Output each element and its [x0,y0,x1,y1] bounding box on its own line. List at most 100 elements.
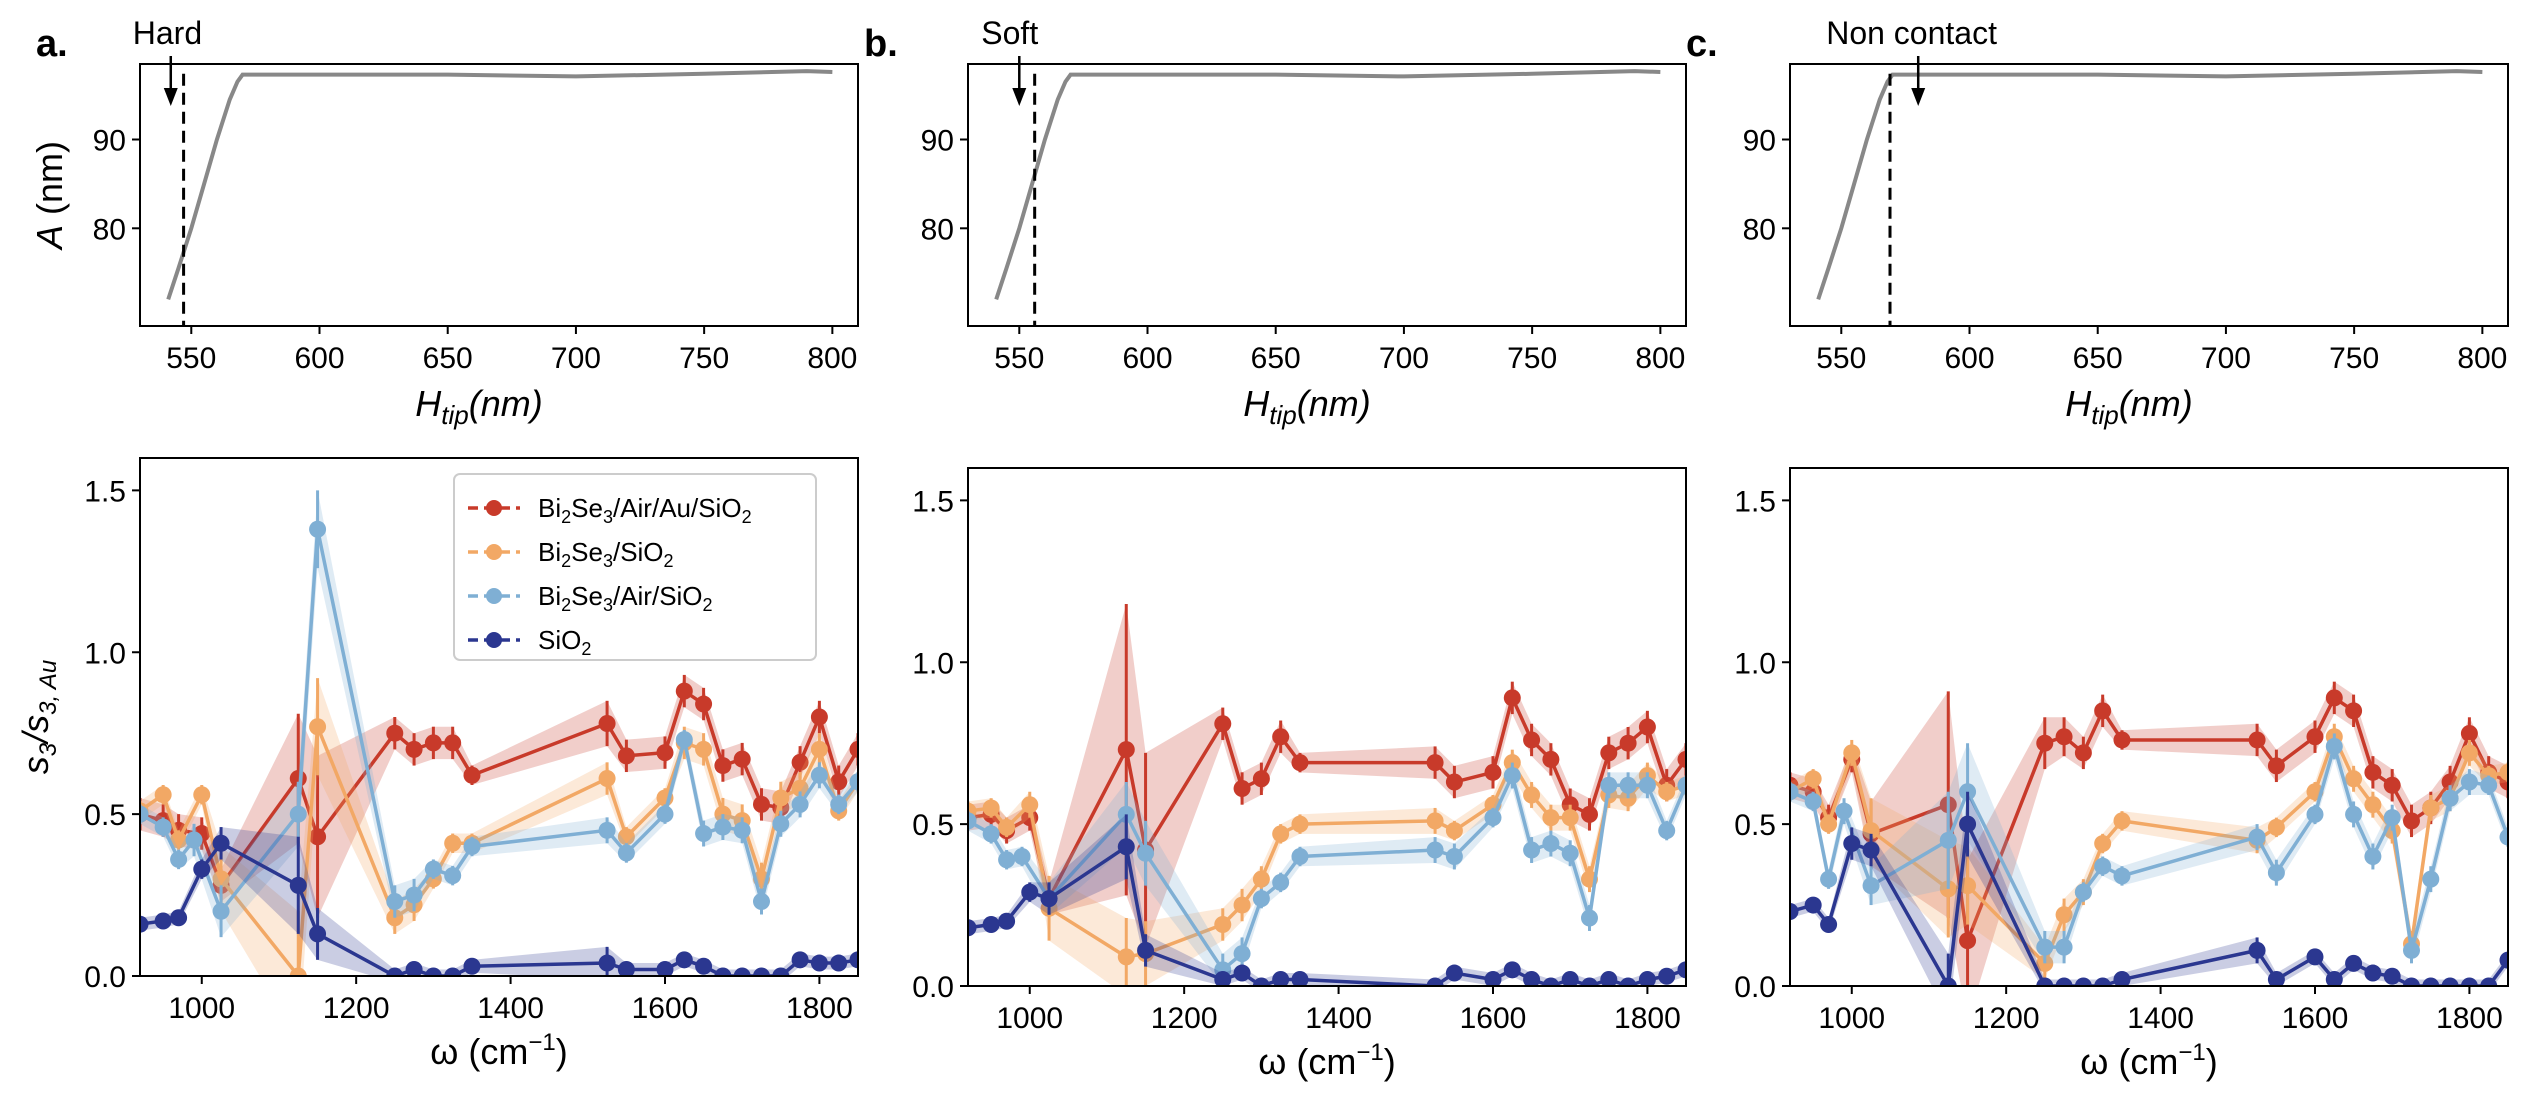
data-point [598,714,616,732]
data-point [289,876,307,894]
data-point [810,708,828,726]
x-axis-label-main: ω (cm [1258,1041,1356,1082]
data-point [1272,971,1290,986]
data-point [463,957,481,975]
data-point [2345,770,2363,788]
x-tick-label: 700 [1379,342,1429,375]
data-point [1252,977,1270,986]
y-tick-label: 1.5 [1734,485,1776,518]
x-tick-label: 1600 [1460,1002,1527,1035]
data-point [2074,977,2092,986]
x-axis-label: ω (cm−1) [1258,1039,1395,1082]
data-point [154,818,172,836]
data-point [1804,770,1822,788]
data-point [1619,977,1637,986]
y-tick-label: 1.0 [1734,647,1776,680]
x-tick-label: 600 [294,342,344,375]
data-point [772,967,790,976]
legend-text: Bi [538,493,561,523]
legend-swatch-marker [486,588,502,604]
data-point [2113,731,2131,749]
data-point [2499,763,2508,781]
data-point [1291,848,1309,865]
data-point [2094,857,2112,875]
data-point [444,834,462,852]
data-point [1835,802,1853,820]
data-point [1426,812,1444,830]
data-point [1542,809,1560,827]
data-point [1214,715,1232,733]
data-point [2248,731,2266,749]
plot-area [1790,681,2508,986]
data-point [1233,945,1251,963]
axes-6: 1000 1200 1400 1600 1800 0.0 0.5 1.0 1.5 ω (cm−1) [1734,467,2509,1082]
data-point [791,795,809,813]
y-tick-label: 90 [93,124,126,157]
data-point [2460,977,2478,986]
data-point [998,818,1016,836]
error-band [1790,723,2508,980]
x-tick-label: 700 [2201,342,2251,375]
data-point [733,967,751,976]
x-tick-label: 1200 [323,992,390,1025]
data-point [1939,977,1957,986]
data-point [2441,977,2459,986]
legend-text: /Air/Au/SiO [613,493,742,523]
legend-frame [453,473,817,661]
data-point [405,886,423,904]
y-tick-label: 0.5 [84,799,126,832]
error-band [140,490,858,938]
data-point [1426,841,1444,859]
y-tick-label: 80 [1743,213,1776,246]
legend-label: Bi2Se3/SiO2 [538,537,674,571]
legend-item: SiO2 [468,625,591,659]
data-point [1542,835,1560,853]
legend-label: Bi2Se3/Air/Au/SiO2 [538,493,752,527]
x-axis-label: Htip(nm) [1243,383,1370,430]
data-point [752,795,770,813]
data-point [695,957,713,975]
data-point [309,520,327,538]
panel-label: b. [864,23,898,65]
data-point [2422,977,2440,986]
legend-item: Bi2Se3/Air/SiO2 [468,581,713,615]
data-point [2422,870,2440,888]
data-point [1117,741,1135,759]
data-point [617,844,635,862]
data-point [830,954,848,972]
data-point [791,951,809,969]
data-point [998,851,1016,869]
data-point [444,867,462,885]
legend-swatch-marker [486,544,502,560]
data-point [849,951,858,969]
data-point [2055,938,2073,956]
data-point [1820,870,1838,888]
x-tick-label: 750 [679,342,729,375]
annotation-label: Non contact [1826,15,1997,51]
data-point [1862,841,1880,859]
data-point [830,795,848,813]
data-point [1233,964,1251,982]
error-band [1790,681,2508,986]
data-point [1272,825,1290,843]
x-tick-label: 1000 [1818,1002,1885,1035]
data-point [849,773,858,791]
y-axis-label: A (nm) [29,141,70,251]
data-point [2036,734,2054,752]
legend-text: Se [571,581,603,611]
data-point [289,805,307,823]
data-point [1580,909,1598,927]
x-axis-label-sub: tip [1269,400,1296,430]
x-axis-label-sup: −1 [1356,1039,1383,1066]
data-point [1561,971,1579,986]
x-axis-label: ω (cm−1) [2080,1039,2217,1082]
error-band [140,678,858,976]
data-point [2267,818,2285,836]
data-point [733,821,751,839]
data-point [170,850,188,868]
x-tick-label: 1000 [996,1002,1063,1035]
legend-subscript: 2 [561,507,571,527]
data-point [424,967,442,976]
annotation-arrowhead [163,88,178,106]
